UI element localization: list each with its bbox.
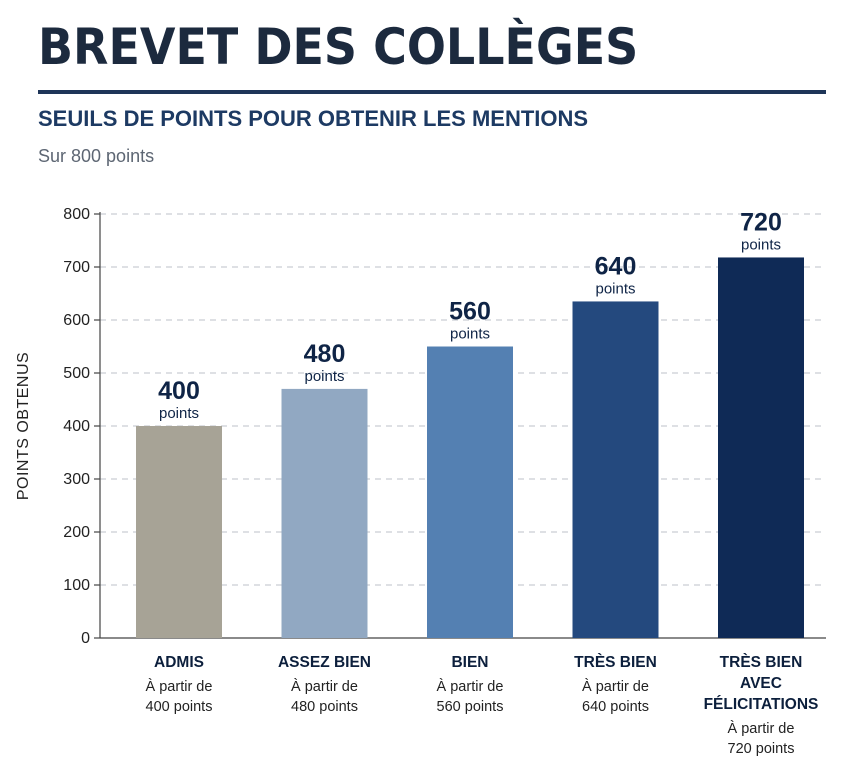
page-subtitle: SEUILS DE POINTS POUR OBTENIR LES MENTIO… — [38, 106, 589, 131]
scale-note: Sur 800 points — [38, 146, 155, 166]
category-description: 400 points — [146, 699, 213, 715]
category-label: BIEN — [451, 654, 488, 671]
y-tick-label: 400 — [63, 418, 90, 435]
bar-4 — [572, 301, 659, 638]
bar-1 — [136, 426, 222, 638]
bar-value-unit: points — [741, 236, 781, 253]
page-title: BREVET DES COLLÈGES — [38, 18, 639, 76]
y-tick-label: 200 — [63, 524, 90, 541]
category-label: AVEC — [740, 675, 782, 692]
y-tick-label: 0 — [81, 630, 90, 647]
category-labels: ADMIS À partir de 400 points ASSEZ BIEN À pa… — [146, 654, 819, 757]
y-tick-label: 600 — [63, 312, 90, 329]
bar-5 — [718, 257, 804, 638]
y-axis-title: POINTS OBTENUS — [15, 352, 32, 500]
category-description: À partir de — [582, 678, 649, 695]
bar-value-unit: points — [304, 368, 344, 385]
bar-3 — [427, 346, 513, 638]
y-tick-label: 700 — [63, 259, 90, 276]
category-description: 560 points — [437, 699, 504, 715]
category-label: TRÈS BIEN — [574, 654, 657, 671]
bar-value-label: 640 — [595, 252, 637, 280]
y-tick-label: 800 — [63, 206, 90, 223]
value-labels: 400points480points560points640points720p… — [158, 208, 782, 422]
category-description: 720 points — [728, 741, 795, 757]
bar-2 — [281, 388, 368, 638]
category-description: À partir de — [146, 678, 213, 695]
title-divider — [38, 90, 826, 94]
category-label: ASSEZ BIEN — [278, 654, 371, 671]
y-tick-label: 500 — [63, 365, 90, 382]
bar-value-label: 560 — [449, 298, 491, 326]
bar-value-label: 400 — [158, 377, 200, 405]
bar-value-unit: points — [159, 405, 199, 422]
category-label: FÉLICITATIONS — [704, 696, 819, 713]
category-description: 640 points — [582, 699, 649, 715]
category-description: À partir de — [728, 720, 795, 737]
category-description: À partir de — [437, 678, 504, 695]
y-tick-label: 100 — [63, 577, 90, 594]
category-description: 480 points — [291, 699, 358, 715]
bar-value-label: 480 — [304, 340, 346, 368]
bars — [136, 257, 804, 638]
y-tick-label: 300 — [63, 471, 90, 488]
y-axis: 0 100 200 300 400 500 600 700 800 POINTS OBTENUS — [15, 206, 826, 647]
category-label: ADMIS — [154, 654, 204, 671]
bar-value-unit: points — [595, 280, 635, 297]
category-description: À partir de — [291, 678, 358, 695]
category-label: TRÈS BIEN — [720, 654, 803, 671]
bar-value-label: 720 — [740, 208, 782, 236]
bar-value-unit: points — [450, 326, 490, 343]
